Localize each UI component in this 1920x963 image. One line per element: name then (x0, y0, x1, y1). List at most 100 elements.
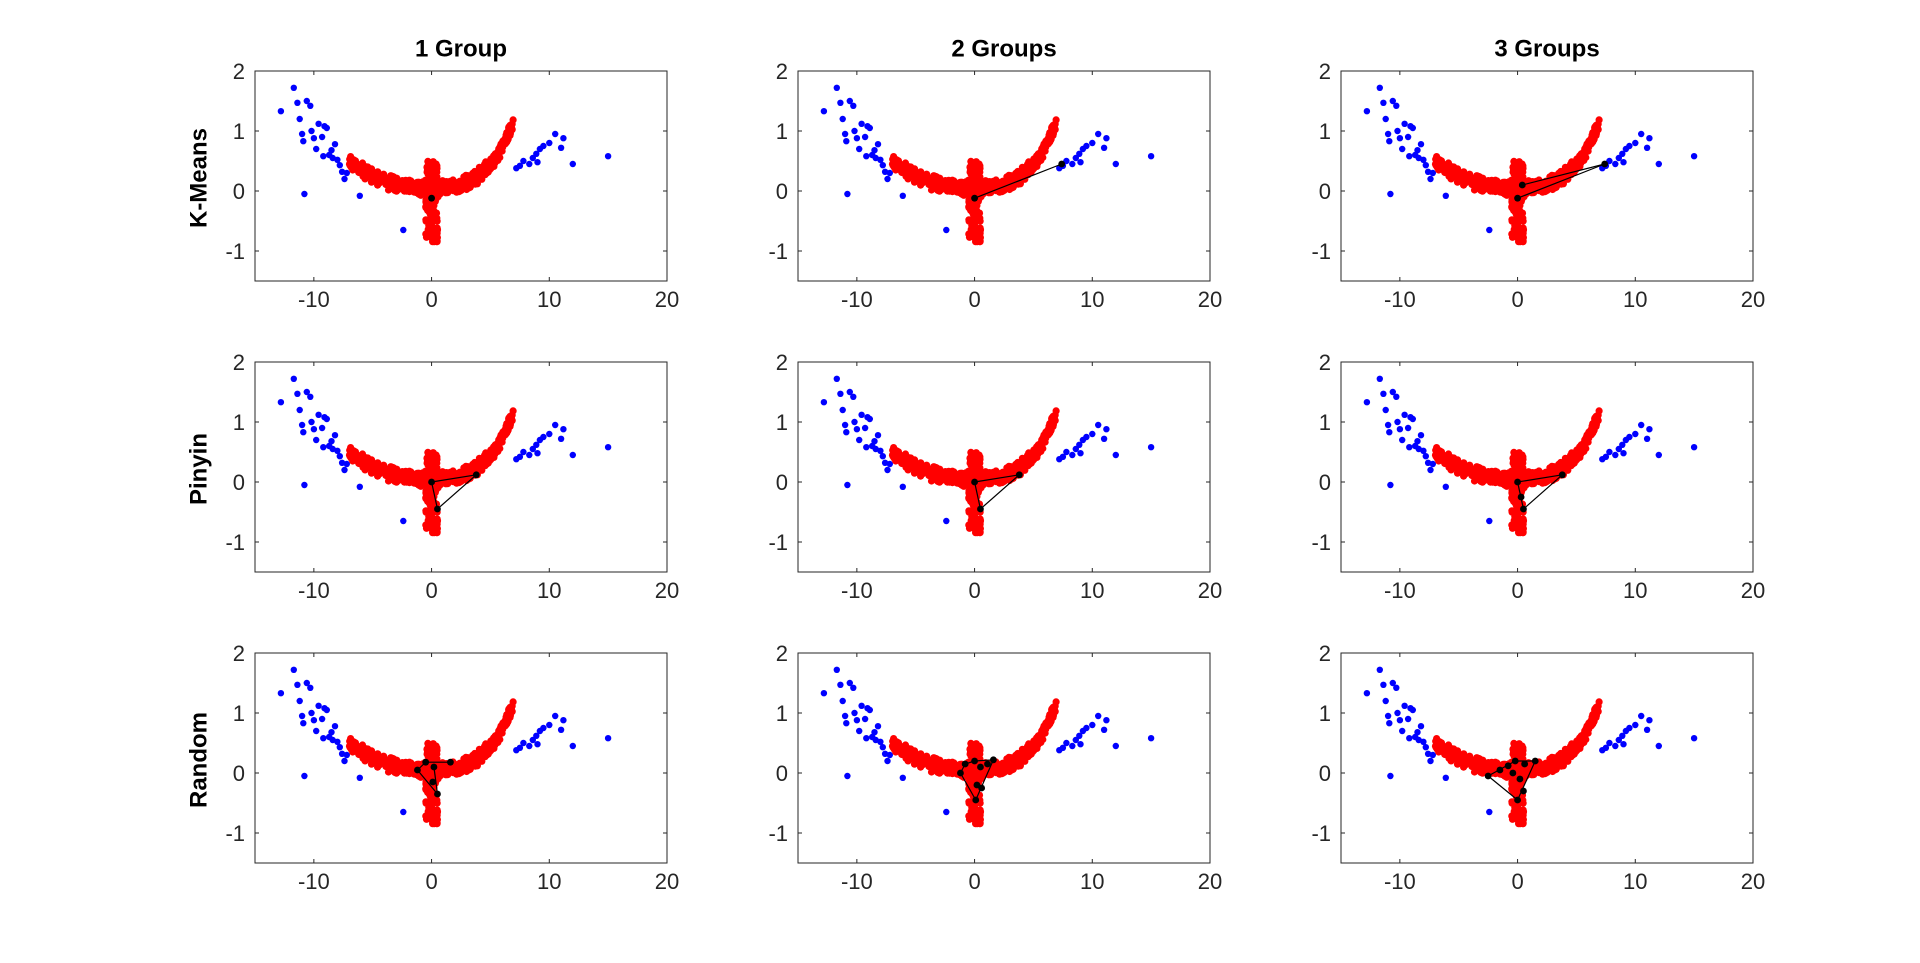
blue-point (856, 145, 863, 153)
blue-point (1382, 406, 1389, 414)
row-label-random: Random (185, 712, 212, 808)
blue-point (318, 133, 326, 141)
red-point (366, 171, 374, 179)
blue-point (839, 406, 846, 414)
red-point (487, 446, 495, 454)
blue-point (336, 162, 343, 169)
blue-point (1690, 444, 1698, 451)
center-link (980, 474, 1020, 510)
red-point (915, 462, 923, 470)
data-points (277, 84, 612, 246)
y-tick-label: 1 (776, 119, 788, 144)
blue-point (320, 444, 327, 451)
red-point (1509, 166, 1518, 174)
red-point (358, 159, 367, 167)
red-point (1464, 176, 1472, 184)
blue-point (1638, 421, 1645, 429)
blue-point (516, 162, 524, 169)
blue-point (336, 453, 343, 460)
red-point (424, 225, 432, 233)
blue-point (1394, 127, 1401, 135)
red-point (432, 164, 440, 172)
red-point (967, 516, 975, 525)
blue-point (1363, 108, 1371, 115)
red-point (1573, 155, 1581, 163)
blue-point (1422, 162, 1430, 169)
red-point (487, 155, 495, 163)
red-point (388, 172, 396, 180)
red-point (967, 178, 975, 186)
blue-point (308, 127, 315, 135)
red-point (981, 186, 990, 194)
red-point (366, 462, 374, 470)
red-point (432, 210, 440, 218)
blue-point (296, 115, 303, 123)
blue-point (301, 190, 308, 198)
y-tick-label: 2 (776, 350, 788, 375)
blue-point (1620, 450, 1627, 457)
blue-point (1646, 135, 1653, 142)
red-point (388, 463, 396, 471)
blue-point (400, 226, 407, 234)
blue-point (1077, 159, 1084, 166)
blue-point (1655, 451, 1663, 459)
red-point (504, 424, 512, 432)
blue-point (323, 124, 330, 132)
red-point (967, 157, 975, 165)
red-point (1017, 461, 1025, 469)
red-point (1515, 233, 1524, 241)
red-point (1052, 407, 1060, 415)
red-point (504, 133, 512, 141)
blue-point (301, 481, 308, 489)
red-point (429, 233, 438, 241)
red-point (959, 179, 967, 187)
blue-point (1387, 481, 1394, 489)
red-point (1052, 116, 1060, 124)
red-point (970, 508, 978, 517)
blue-point (310, 426, 318, 433)
blue-point (331, 432, 339, 439)
blue-point (858, 411, 865, 418)
red-point (432, 455, 440, 463)
blue-point (839, 115, 846, 123)
blue-point (1095, 130, 1102, 138)
blue-point (1072, 445, 1080, 453)
blue-point (303, 97, 310, 105)
x-tick-label: 10 (1623, 287, 1647, 312)
blue-point (879, 453, 886, 460)
blue-point (1414, 438, 1421, 445)
y-tick-label: 0 (233, 470, 245, 495)
blue-point (1072, 154, 1080, 162)
blue-point (356, 192, 363, 199)
blue-point (1615, 154, 1623, 162)
blue-point (1103, 426, 1110, 433)
blue-point (1389, 97, 1397, 105)
red-point (424, 157, 432, 165)
red-point (1443, 165, 1451, 173)
data-points (1363, 84, 1698, 246)
red-point (423, 457, 432, 465)
blue-point (1103, 135, 1110, 142)
red-point (426, 207, 434, 215)
blue-point (1393, 102, 1400, 110)
red-point (509, 116, 517, 124)
blue-point (1409, 415, 1417, 423)
blue-point (1417, 432, 1425, 439)
red-point (1510, 185, 1518, 193)
x-tick-label: 10 (1080, 578, 1104, 603)
red-point (388, 472, 396, 480)
center-link (431, 474, 477, 483)
red-point (478, 165, 486, 173)
blue-point (874, 141, 882, 148)
blue-point (1429, 460, 1437, 468)
red-point (1021, 456, 1029, 464)
group-center (977, 505, 984, 513)
red-point (967, 185, 975, 193)
blue-point (1612, 451, 1619, 459)
red-point (1030, 446, 1038, 454)
red-point (1493, 185, 1501, 193)
blue-point (866, 124, 873, 132)
red-point (966, 457, 975, 465)
